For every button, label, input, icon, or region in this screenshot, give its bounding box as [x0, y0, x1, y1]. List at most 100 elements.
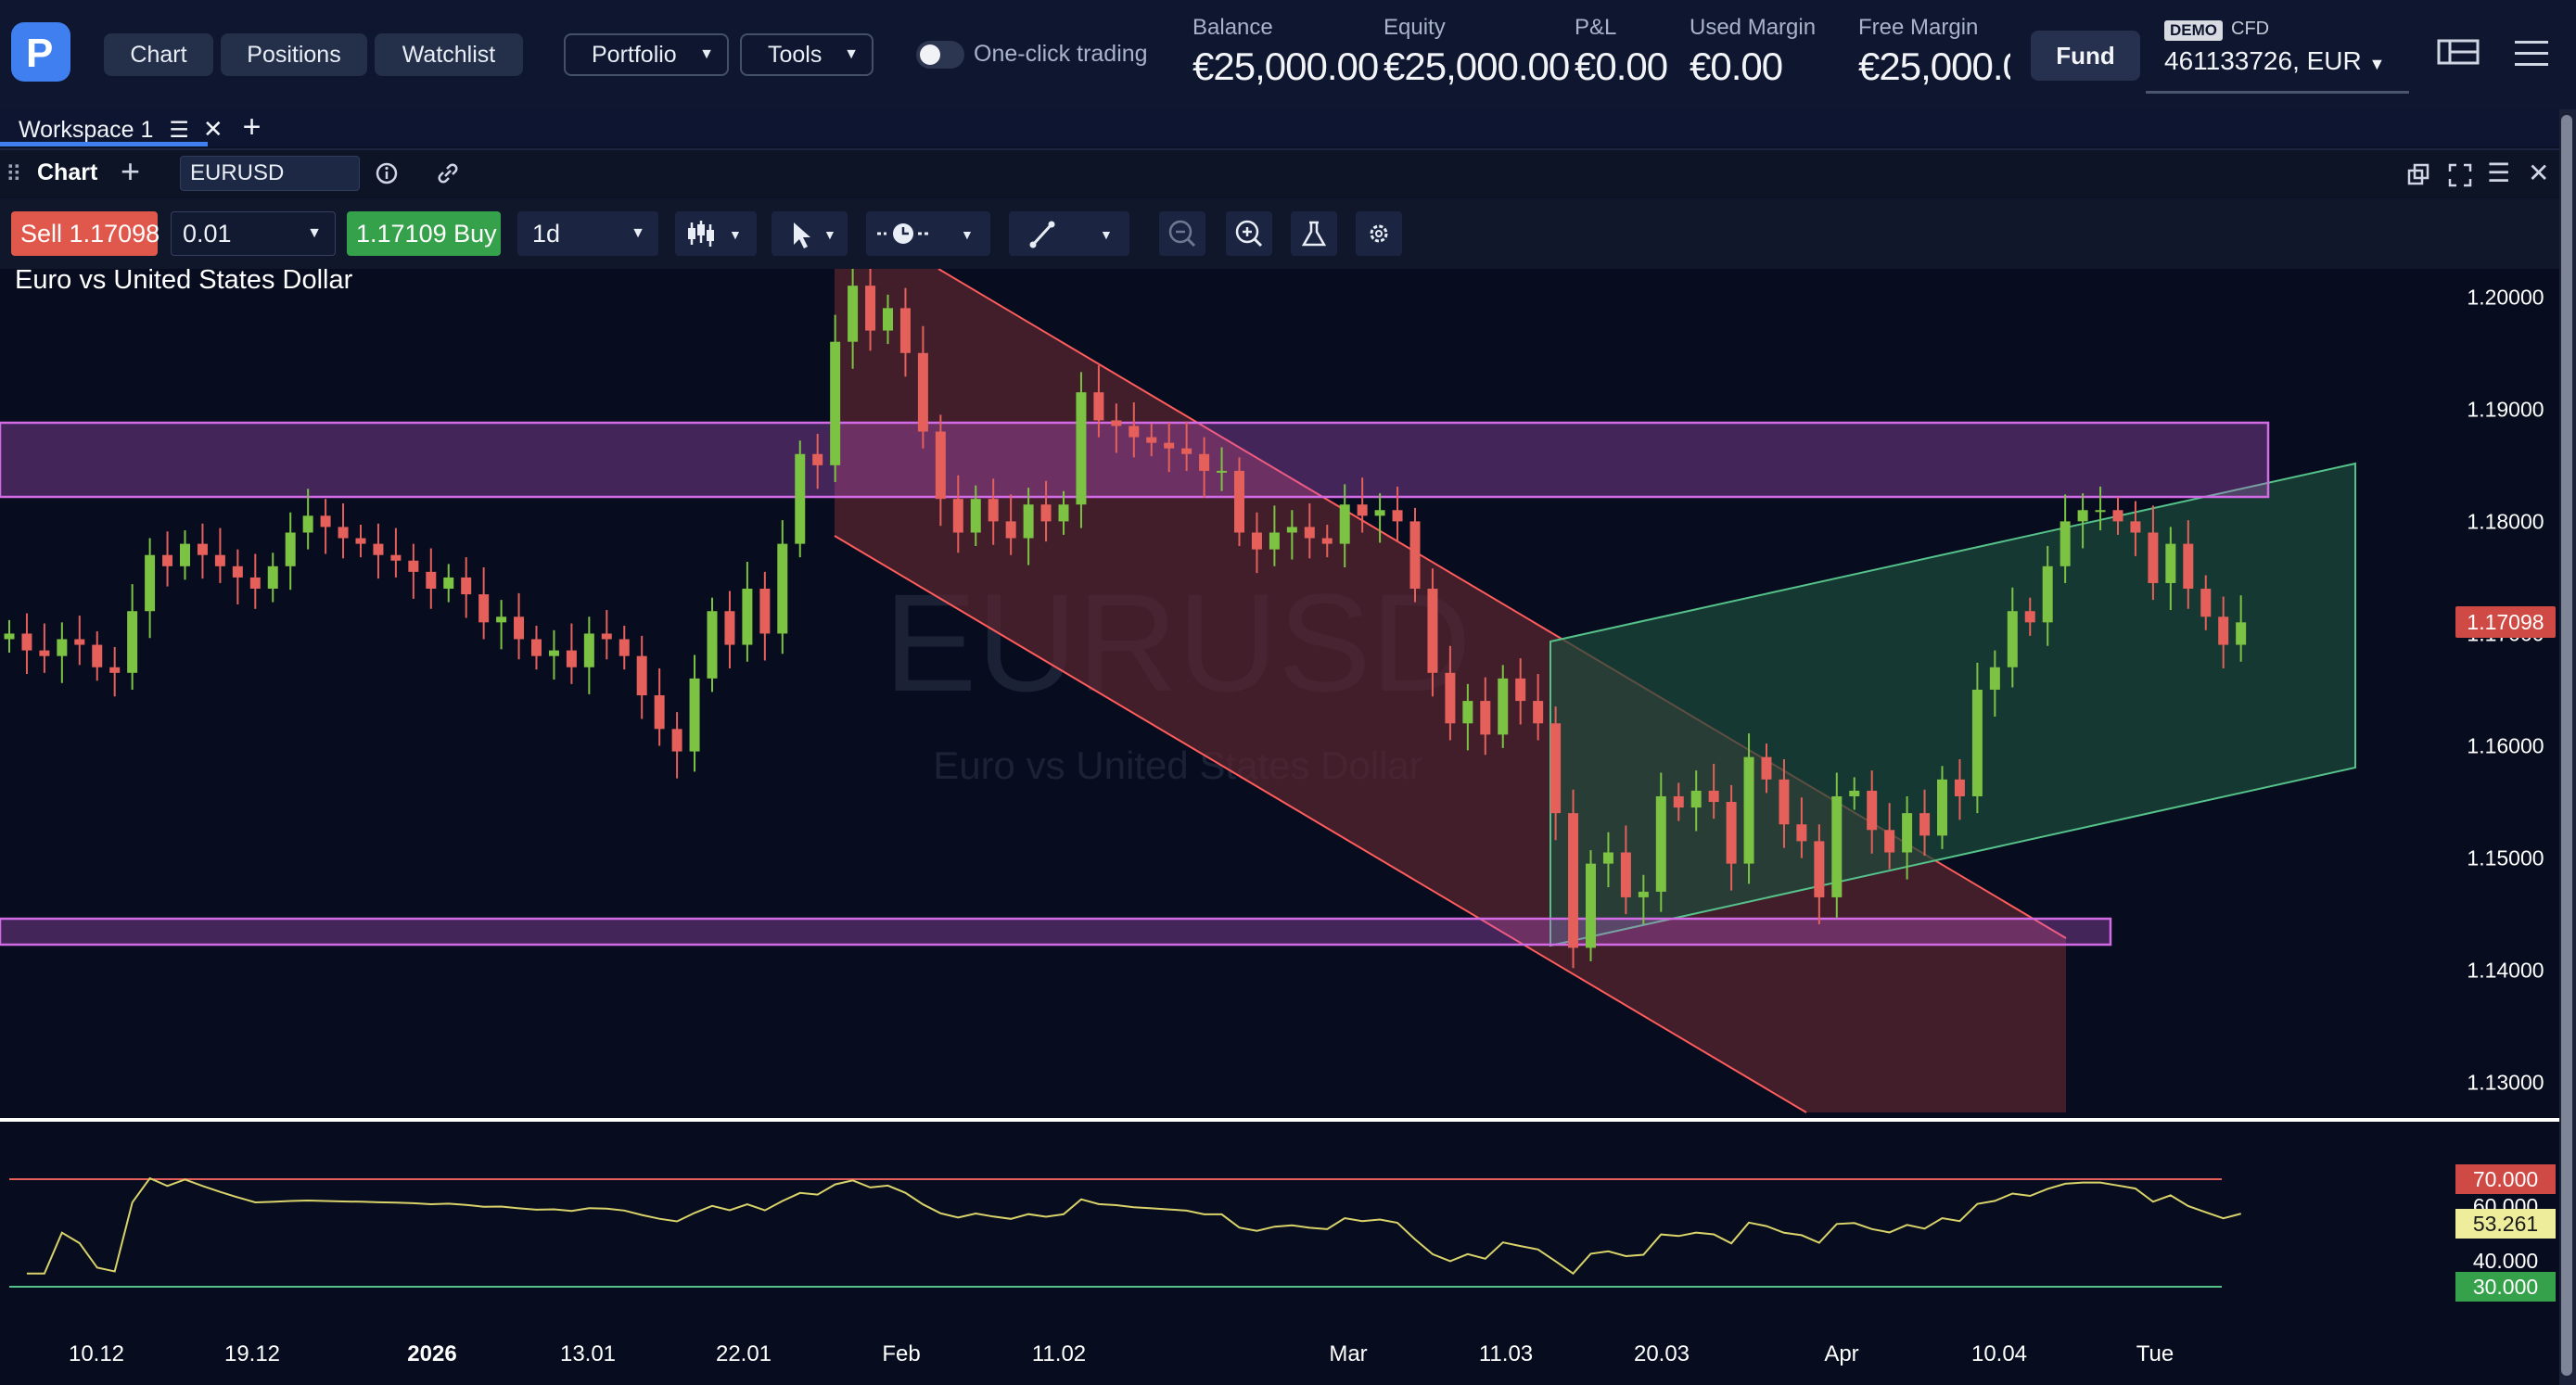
candle-body [1726, 802, 1737, 864]
hamburger-menu-icon[interactable] [2515, 37, 2548, 67]
candle-body [2130, 521, 2141, 533]
timeframe-select[interactable]: 1d ▼ [517, 211, 658, 256]
pnl-label: P&L [1575, 15, 1617, 40]
sell-button[interactable]: Sell 1.17098 [11, 211, 159, 256]
candle-body [249, 577, 261, 590]
candle-body [2200, 589, 2212, 617]
candle-body [795, 453, 806, 544]
pepperstone-logo[interactable]: P [11, 22, 70, 82]
candle-body [2236, 622, 2247, 645]
cursor-tool-button[interactable]: ▼ [772, 211, 848, 256]
candle-body [777, 543, 788, 634]
page-scrollbar-thumb[interactable] [2561, 115, 2572, 1376]
candle-body [1304, 527, 1315, 539]
candle-body [1409, 521, 1421, 590]
info-icon[interactable] [375, 161, 399, 185]
nav-positions-button[interactable]: Positions [221, 33, 367, 76]
buy-button[interactable]: 1.17109 Buy [347, 211, 501, 256]
candle-body [1023, 504, 1034, 539]
candle-body [1884, 830, 1895, 853]
candle-body [285, 532, 296, 566]
quantity-input[interactable]: 0.01 ▼ [171, 211, 336, 256]
time-tick-label: 22.01 [716, 1341, 772, 1366]
candle-body [1040, 504, 1052, 522]
candle-body [970, 499, 981, 533]
time-tick-label: 19.12 [224, 1341, 280, 1366]
candle-body [267, 565, 278, 590]
candle-body [1480, 701, 1491, 735]
list-icon[interactable]: ☰ [169, 118, 189, 143]
candle-body [1269, 532, 1280, 550]
candle-body [1989, 667, 2000, 690]
price-tick-label: 1.14000 [2467, 959, 2544, 983]
rsi-30-label: 30.000 [2473, 1275, 2538, 1299]
candle-body [1498, 678, 1509, 735]
chart-instrument-title: Euro vs United States Dollar [15, 265, 353, 295]
candle-body [2112, 510, 2123, 522]
price-tick-label: 1.15000 [2467, 846, 2544, 870]
trendline-icon: ▼ [1029, 221, 1113, 248]
candle-body [531, 639, 542, 656]
symbol-input[interactable]: EURUSD [180, 156, 360, 191]
link-icon[interactable] [436, 161, 460, 185]
zoom-in-button[interactable] [1226, 211, 1272, 256]
one-click-trading-toggle[interactable] [916, 41, 964, 69]
candle-body [461, 577, 472, 595]
used-margin-label: Used Margin [1690, 15, 1817, 40]
equity-label: Equity [1384, 15, 1446, 40]
popout-icon[interactable] [2407, 163, 2431, 185]
fund-button[interactable]: Fund [2031, 31, 2140, 81]
candle-body [1427, 589, 1438, 673]
candle-body [952, 499, 963, 533]
nav-watchlist-button[interactable]: Watchlist [375, 33, 523, 76]
account-selector[interactable]: 461133726, EUR ▼ [2164, 46, 2385, 76]
candle-body [302, 515, 313, 533]
add-chart-icon[interactable]: + [121, 152, 141, 190]
indicators-button[interactable] [1291, 211, 1337, 256]
layout-icon[interactable] [2437, 37, 2481, 67]
candle-body [935, 431, 946, 500]
chevron-down-icon: ▼ [631, 225, 645, 241]
tools-dropdown[interactable]: Tools ▼ [740, 33, 874, 76]
candle-body [1076, 392, 1087, 505]
chart-type-button[interactable]: ▼ [675, 211, 757, 256]
candle-body [1690, 790, 1702, 808]
candle-body [1673, 795, 1684, 808]
candle-body [689, 678, 700, 752]
nav-chart-button[interactable]: Chart [104, 33, 213, 76]
candle-body [1129, 426, 1140, 438]
candle-body [443, 577, 454, 590]
timeframe-value: 1d [532, 220, 561, 248]
zoom-out-button[interactable] [1159, 211, 1205, 256]
candlestick-series [4, 269, 2247, 969]
drag-handle-icon[interactable]: ⠿ [6, 162, 22, 187]
buy-label: Buy [453, 220, 497, 248]
close-icon[interactable]: ✕ [202, 115, 223, 143]
candle-body [1146, 437, 1157, 443]
price-tick-label: 1.19000 [2467, 397, 2544, 421]
workspace-tab[interactable]: Workspace 1 ☰ ✕ + [19, 109, 261, 148]
close-panel-icon[interactable]: ✕ [2528, 159, 2550, 187]
cursor-icon: ▼ [794, 222, 836, 248]
candle-body [2095, 510, 2106, 513]
zoom-in-icon [1235, 220, 1263, 248]
candle-body [21, 633, 32, 651]
candle-body [1831, 795, 1843, 897]
price-chart[interactable]: EURUSD Euro vs United States Dollar 1.20… [0, 269, 2559, 1385]
panel-menu-icon[interactable]: ☰ [2487, 159, 2511, 187]
drawing-tool-button[interactable]: ▼ [1009, 211, 1129, 256]
candle-body [1867, 790, 1878, 831]
chart-settings-button[interactable] [1356, 211, 1402, 256]
maximize-icon[interactable] [2448, 163, 2472, 187]
candle-body [1638, 891, 1649, 897]
add-workspace-icon[interactable]: + [242, 109, 261, 145]
portfolio-dropdown[interactable]: Portfolio ▼ [564, 33, 729, 76]
chevron-down-icon: ▼ [844, 46, 859, 62]
used-margin-block: Used Margin €0.00 [1690, 15, 1816, 89]
candle-body [654, 695, 665, 730]
price-tick-label: 1.13000 [2467, 1071, 2544, 1095]
downtrend-channel-lower [834, 535, 1807, 1113]
time-tool-button[interactable]: ▼ [866, 211, 990, 256]
candle-body [1971, 689, 1983, 796]
candle-body [214, 554, 225, 566]
